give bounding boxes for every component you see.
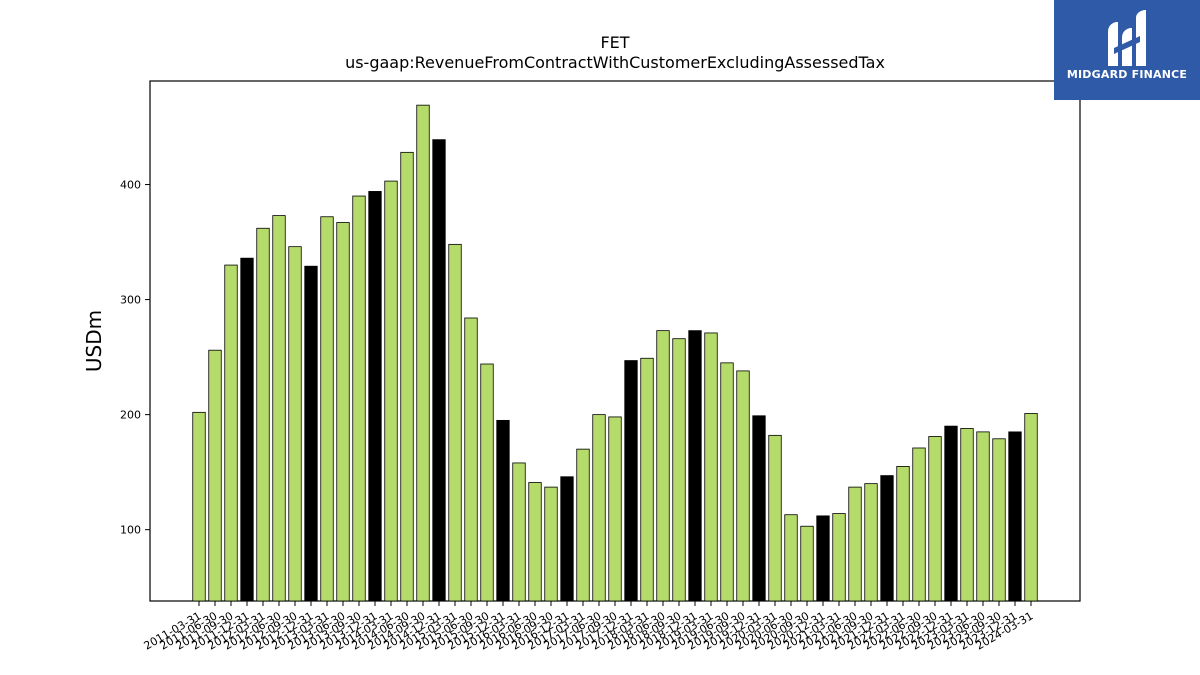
bar-2013-12-31 xyxy=(368,191,382,602)
bar-2012-03-31 xyxy=(256,227,270,602)
bar-2015-03-31 xyxy=(448,243,462,602)
bar-2022-09-30 xyxy=(928,436,942,602)
bar-2023-12-31 xyxy=(1008,431,1022,602)
bar-2011-03-31 xyxy=(192,411,206,602)
bar-2013-03-31 xyxy=(320,216,334,602)
bar-2021-09-30 xyxy=(864,483,878,602)
bar-2012-12-31 xyxy=(304,265,318,602)
bar-2024-03-31 xyxy=(1024,413,1038,602)
bar-2011-06-30 xyxy=(208,349,222,602)
bar-2016-03-31 xyxy=(512,462,526,602)
bar-2020-09-30 xyxy=(800,525,814,602)
bar-2015-12-31 xyxy=(496,419,510,602)
bar-2021-06-30 xyxy=(848,486,862,602)
bar-2011-09-30 xyxy=(224,264,238,602)
bar-2020-12-31 xyxy=(816,515,830,602)
bar-2013-09-30 xyxy=(352,195,366,602)
bar-2014-12-31 xyxy=(432,139,446,602)
bar-2022-06-30 xyxy=(912,447,926,602)
bar-2018-06-30 xyxy=(656,330,670,602)
bars xyxy=(192,104,1038,602)
bar-2012-09-30 xyxy=(288,246,302,602)
bar-2019-03-31 xyxy=(704,332,718,602)
bar-2012-06-30 xyxy=(272,215,286,602)
y-axis-label: USDm xyxy=(82,310,106,372)
bar-2014-03-31 xyxy=(384,180,398,602)
bar-2011-12-31 xyxy=(240,257,254,602)
logo-mark-icon xyxy=(1108,10,1146,66)
bar-2015-09-30 xyxy=(480,363,494,602)
bar-2017-03-31 xyxy=(576,448,590,602)
bar-2021-03-31 xyxy=(832,513,846,602)
bar-2015-06-30 xyxy=(464,317,478,602)
logo: MIDGARD FINANCE xyxy=(1054,0,1200,100)
y-tick-label: 200 xyxy=(120,409,141,422)
bar-2018-09-30 xyxy=(672,338,686,602)
bar-2020-06-30 xyxy=(784,514,798,602)
y-tick-label: 400 xyxy=(120,179,141,192)
bar-2023-09-30 xyxy=(992,438,1006,602)
bar-2021-12-31 xyxy=(880,475,894,602)
bar-2017-12-31 xyxy=(624,360,638,602)
bar-2019-09-30 xyxy=(736,370,750,602)
y-tick-label: 300 xyxy=(120,294,141,307)
bar-2017-09-30 xyxy=(608,416,622,602)
chart-title: FET xyxy=(600,33,629,52)
bar-2018-12-31 xyxy=(688,330,702,602)
bar-2014-09-30 xyxy=(416,104,430,602)
bar-2020-03-31 xyxy=(768,434,782,602)
bar-2019-06-30 xyxy=(720,362,734,602)
bar-2022-12-31 xyxy=(944,425,958,602)
bar-2022-03-31 xyxy=(896,465,910,602)
bar-2019-12-31 xyxy=(752,415,766,602)
bar-2016-09-30 xyxy=(544,486,558,602)
x-ticks: 2011-03-312011-06-302011-09-302011-12-31… xyxy=(142,601,1036,653)
y-tick-label: 100 xyxy=(120,524,141,537)
y-ticks: 100 200 300 400 xyxy=(120,179,150,537)
bar-2017-06-30 xyxy=(592,414,606,602)
logo-text: MIDGARD FINANCE xyxy=(1066,68,1188,81)
bar-2016-06-30 xyxy=(528,482,542,602)
bar-2016-12-31 xyxy=(560,476,574,602)
bar-2023-03-31 xyxy=(960,428,974,602)
bar-2018-03-31 xyxy=(640,357,654,602)
bar-2013-06-30 xyxy=(336,222,350,602)
chart-subtitle: us-gaap:RevenueFromContractWithCustomerE… xyxy=(345,53,885,72)
bar-2023-06-30 xyxy=(976,431,990,602)
bar-2014-06-30 xyxy=(400,151,414,602)
